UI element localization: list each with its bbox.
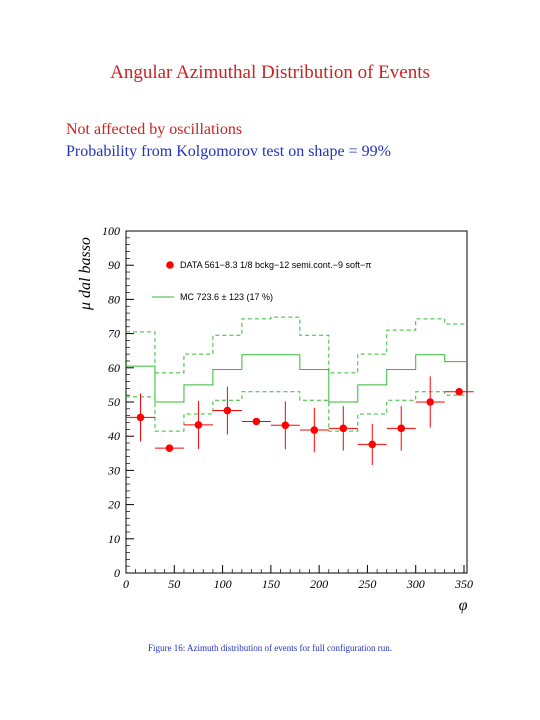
data-point [455,387,463,396]
y-tick-label: 20 [108,498,120,512]
y-tick-label: 10 [108,532,120,546]
data-point [165,444,174,452]
x-tick-label: 300 [406,577,425,591]
x-tick-label: 0 [123,577,129,591]
data-point [426,398,435,406]
legend-mc-label: MC 723.6 ± 123 (17 %) [180,292,273,302]
y-tick-label: 60 [108,361,120,375]
mc-lower-band [126,391,467,432]
data-point [368,440,377,449]
data-point [339,424,348,433]
data-point [223,406,232,415]
y-tick-label: 50 [108,395,120,409]
mc-upper-band [126,316,467,374]
mc-central-histogram [126,354,467,403]
oscillation-note: Not affected by oscillations [66,121,243,138]
y-tick-label: 90 [108,258,120,272]
x-tick-label: 150 [262,577,280,591]
y-axis-label: μ dal basso [77,237,94,311]
y-tick-label: 30 [107,463,120,477]
y-tick-label: 40 [108,429,120,443]
kolmogorov-note: Probability from Kolgomorov test on shap… [66,143,391,160]
data-point [281,421,290,430]
x-axis-label: φ [459,597,468,614]
data-point [136,413,145,422]
data-point [397,424,406,433]
data-point [310,426,319,434]
y-tick-label: 70 [108,327,120,341]
y-tick-label: 0 [114,566,120,580]
x-tick-label: 50 [168,577,180,591]
x-tick-label: 250 [358,577,376,591]
y-tick-label: 100 [102,224,120,238]
data-point [194,421,203,429]
x-tick-label: 350 [454,577,473,591]
x-tick-label: 100 [214,577,232,591]
legend-data-marker [166,261,174,269]
x-tick-label: 200 [310,577,328,591]
figure-caption: Figure 16: Azimuth distribution of event… [148,643,392,653]
data-point [252,417,261,426]
legend-data-label: DATA 561−8.3 1/8 bckg−12 semi.cont.−9 so… [180,260,372,270]
page-title: Angular Azimuthal Distribution of Events [110,62,430,83]
y-tick-label: 80 [108,292,120,306]
